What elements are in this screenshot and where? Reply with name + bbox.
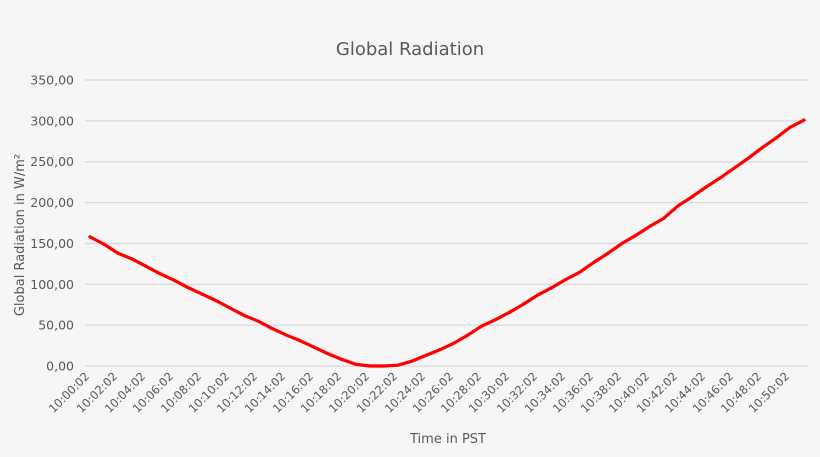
data-point [102,242,106,246]
data-point [228,306,232,310]
data-point [144,264,148,268]
data-point [592,260,596,264]
data-point [774,136,778,140]
data-point [284,333,288,337]
y-tick-label: 50,00 [38,318,74,333]
y-axis-label: Global Radiation in W/m² [13,154,28,316]
data-point [466,333,470,337]
data-point [522,302,526,306]
data-point [648,224,652,228]
y-tick-label: 0,00 [46,359,74,374]
chart-title: Global Radiation [336,39,484,60]
data-point [690,195,694,199]
data-point [242,313,246,317]
data-point [578,270,582,274]
data-point [298,339,302,343]
data-point [760,146,764,150]
data-point [452,341,456,345]
data-point [508,310,512,314]
data-point [424,353,428,357]
data-point [130,257,134,261]
data-point [802,118,806,122]
data-point [606,251,610,255]
y-tick-label: 100,00 [30,277,74,292]
data-point [312,345,316,349]
data-point [368,364,372,368]
y-tick-label: 200,00 [30,195,74,210]
y-tick-label: 300,00 [30,113,74,128]
data-point [116,251,120,255]
data-point [620,241,624,246]
data-point [410,359,414,363]
data-point [550,285,554,290]
data-point [662,216,666,220]
data-point [200,292,204,296]
y-tick-label: 150,00 [30,236,74,251]
data-point [270,326,274,331]
data-point [214,299,218,303]
data-point [634,233,638,237]
data-point [88,235,92,239]
data-point [396,363,400,367]
data-point [172,278,176,282]
data-point [718,176,722,180]
data-point [564,277,568,281]
series-line [88,118,806,368]
data-point [746,156,750,161]
y-tick-label: 350,00 [30,73,74,88]
data-point [158,272,162,276]
data-point [438,348,442,352]
data-point [186,285,190,290]
data-point [256,319,260,323]
data-point [480,324,484,328]
data-point [788,125,792,129]
data-point [676,204,680,208]
x-axis-label: Time in PST [409,432,486,447]
y-tick-label: 250,00 [30,154,74,169]
data-point [382,364,386,368]
data-point [536,293,540,297]
data-point [494,317,498,322]
data-point [704,185,708,189]
data-point [326,352,330,356]
data-point [354,362,358,366]
data-point [732,166,736,170]
data-point [340,357,344,362]
